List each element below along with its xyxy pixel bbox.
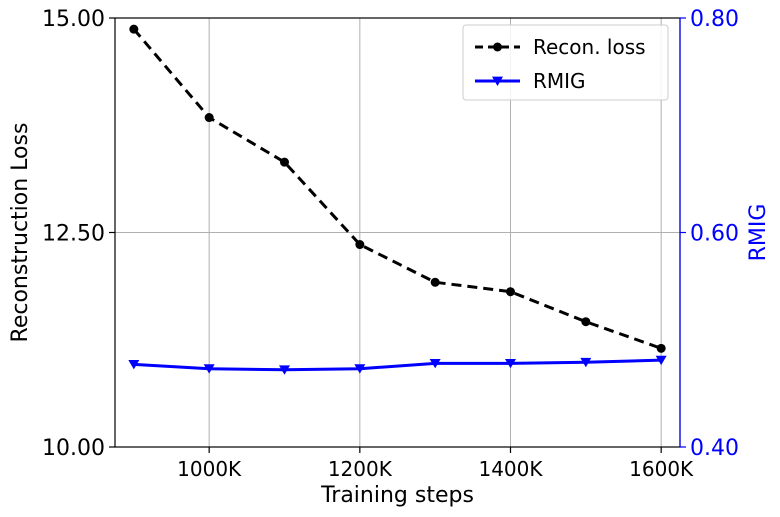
x-tick-label: 1600K	[629, 457, 694, 481]
x-axis-label: Training steps	[320, 483, 474, 508]
data-point-rmig	[354, 364, 366, 374]
x-tick-label: 1200K	[328, 457, 393, 481]
y-axis-left-label: Reconstruction Loss	[8, 123, 33, 343]
legend-marker-rmig	[492, 76, 503, 86]
data-point-rmig	[279, 365, 290, 375]
y-axis-left-ticks: 10.00 12.50 15.00	[42, 7, 115, 461]
data-point-recon-loss	[204, 113, 214, 123]
y-left-tick-label: 10.00	[42, 436, 105, 461]
series-line-recon-loss	[132, 28, 662, 350]
y-axis-right-ticks: 0.40 0.60 0.80	[680, 7, 739, 461]
x-tick-label: 1000K	[177, 457, 242, 481]
legend: Recon. loss RMIG	[462, 24, 669, 101]
data-point-rmig	[505, 358, 516, 369]
x-axis-ticks: 1000K 1200K 1400K 1600K	[177, 447, 694, 481]
y-right-tick-label: 0.60	[690, 222, 739, 247]
data-point-recon-loss	[506, 287, 515, 297]
data-point-recon-loss	[581, 317, 591, 327]
x-tick-label: 1400K	[478, 457, 543, 481]
data-point-recon-loss	[656, 343, 666, 353]
data-point-rmig	[128, 360, 140, 370]
y-axis-right-label: RMIG	[746, 204, 771, 262]
data-point-rmig	[655, 355, 667, 366]
data-point-recon-loss	[129, 24, 139, 34]
data-point-rmig	[580, 357, 592, 368]
y-left-tick-label: 12.50	[42, 222, 105, 247]
legend-label-recon-loss: Recon. loss	[533, 35, 646, 59]
y-right-tick-label: 0.40	[690, 436, 739, 461]
data-point-recon-loss	[430, 277, 440, 287]
legend-label-rmig: RMIG	[533, 69, 586, 93]
y-left-tick-label: 15.00	[42, 7, 105, 32]
series-group	[128, 24, 667, 375]
legend-marker-recon-loss	[493, 42, 502, 52]
data-point-rmig	[429, 358, 441, 369]
y-right-tick-label: 0.80	[690, 7, 739, 32]
data-point-recon-loss	[355, 240, 365, 250]
series-line-rmig	[133, 358, 662, 372]
data-point-recon-loss	[280, 157, 289, 167]
data-point-rmig	[203, 364, 215, 374]
